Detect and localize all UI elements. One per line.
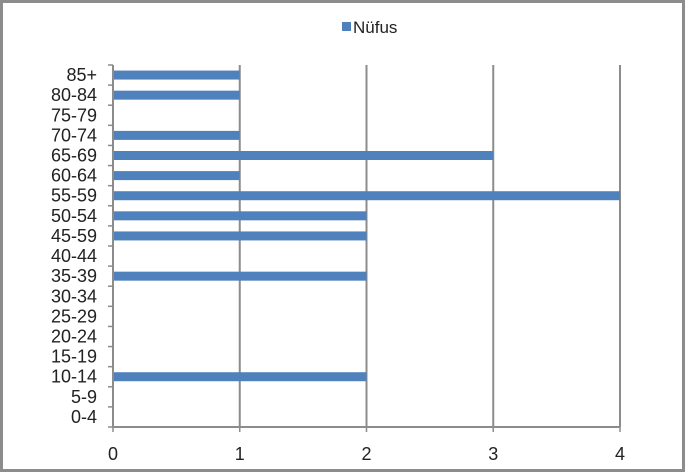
y-tick-label-40-44: 40-44 xyxy=(51,246,97,266)
axes xyxy=(108,64,621,432)
bar-80-84 xyxy=(113,90,240,100)
x-tick-label-3: 3 xyxy=(488,444,498,464)
bar-45-59 xyxy=(113,231,367,241)
y-tick-label-0-4: 0-4 xyxy=(71,407,97,427)
y-tick-label-35-39: 35-39 xyxy=(51,266,97,286)
gridlines xyxy=(238,65,621,427)
y-tick-label-60-64: 60-64 xyxy=(51,166,97,186)
y-tick-label-30-34: 30-34 xyxy=(51,286,97,306)
x-tick-label-4: 4 xyxy=(615,444,625,464)
y-tick-label-55-59: 55-59 xyxy=(51,186,97,206)
bars xyxy=(113,70,620,382)
y-axis-labels: 0-45-910-1415-1920-2425-2930-3435-3940-4… xyxy=(51,65,97,427)
y-tick-label-65-69: 65-69 xyxy=(51,146,97,166)
x-tick-label-2: 2 xyxy=(361,444,371,464)
bar-10-14 xyxy=(113,372,367,382)
bar-85+ xyxy=(113,70,240,80)
y-tick-label-45-59: 45-59 xyxy=(51,226,97,246)
bar-60-64 xyxy=(113,171,240,181)
legend-swatch xyxy=(342,22,351,31)
y-tick-label-15-19: 15-19 xyxy=(51,347,97,367)
y-tick-label-70-74: 70-74 xyxy=(51,125,97,145)
y-tick-label-5-9: 5-9 xyxy=(71,387,97,407)
y-tick-label-25-29: 25-29 xyxy=(51,306,97,326)
legend: Nüfus xyxy=(342,18,397,37)
x-tick-label-1: 1 xyxy=(235,444,245,464)
legend-label: Nüfus xyxy=(353,18,397,37)
bar-65-69 xyxy=(113,151,494,160)
y-tick-label-10-14: 10-14 xyxy=(51,367,97,387)
bar-70-74 xyxy=(113,130,240,140)
y-tick-label-75-79: 75-79 xyxy=(51,105,97,125)
bar-35-39 xyxy=(113,271,367,281)
y-tick-label-50-54: 50-54 xyxy=(51,206,97,226)
y-tick-label-80-84: 80-84 xyxy=(51,85,97,105)
bar-55-59 xyxy=(113,191,620,201)
y-tick-label-85+: 85+ xyxy=(66,65,97,85)
x-axis-labels: 0 1 2 3 4 xyxy=(108,444,625,464)
bar-50-54 xyxy=(113,211,367,221)
y-tick-label-20-24: 20-24 xyxy=(51,327,97,347)
x-tick-label-0: 0 xyxy=(108,444,118,464)
bar-chart: Nüfus 0-45-910-1415-1920-2425-2930-3435-… xyxy=(51,18,625,464)
